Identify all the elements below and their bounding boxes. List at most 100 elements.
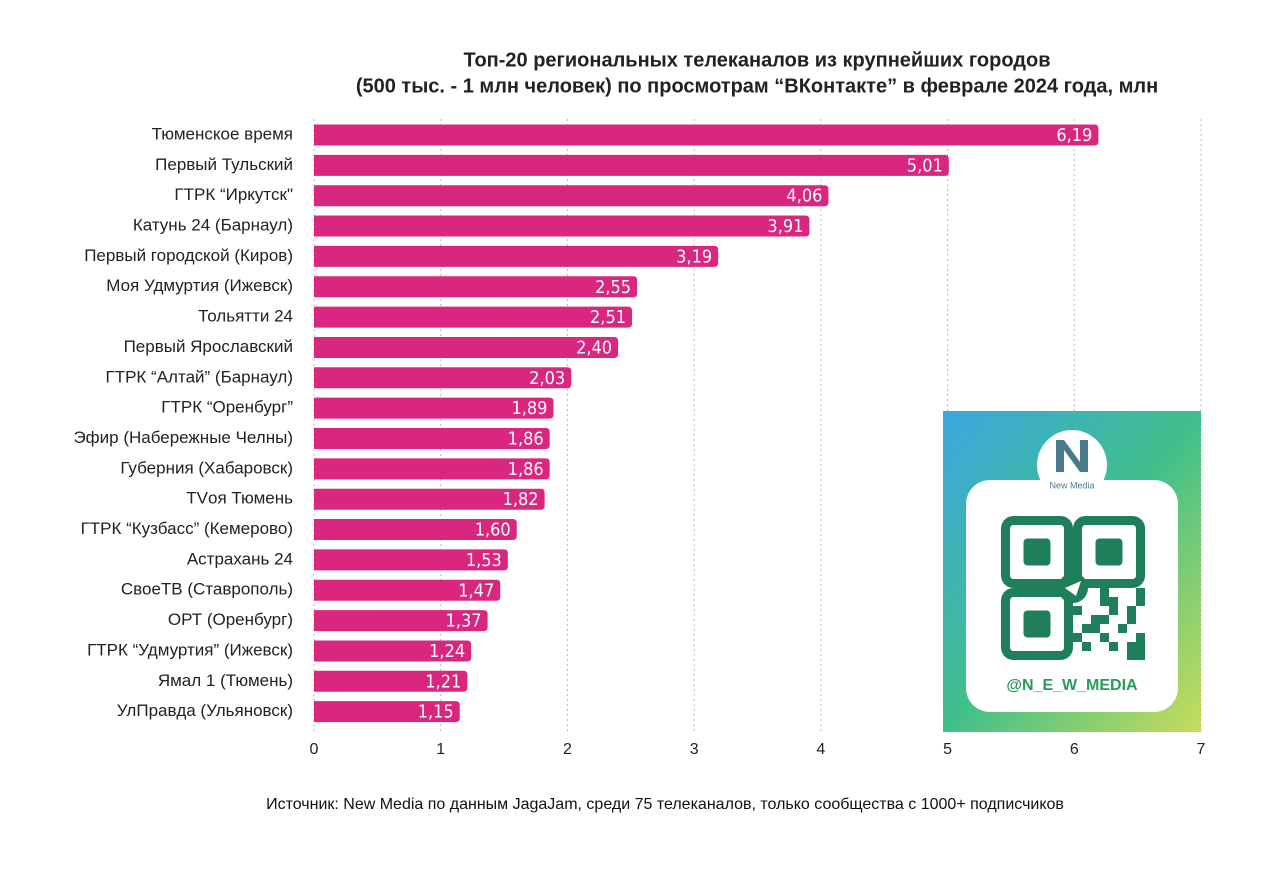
qr-module [1127, 651, 1136, 660]
bar [314, 579, 501, 601]
qr-module [1127, 642, 1136, 651]
y-tick-label: Ямал 1 (Тюмень) [158, 671, 293, 690]
bar [314, 488, 545, 510]
y-tick-label: Тюменское время [152, 124, 293, 143]
bar [314, 154, 949, 176]
y-tick-label: ГТРК “Иркутск" [174, 185, 293, 204]
value-label: 1,21 [425, 671, 461, 692]
qr-finder [1095, 538, 1123, 566]
qr-module [1100, 633, 1109, 642]
x-tick-label: 5 [943, 741, 952, 758]
bar [314, 306, 633, 328]
bar [314, 215, 810, 237]
y-tick-label: ГТРК “Кузбасс” (Кемерово) [81, 519, 293, 538]
bar [314, 245, 719, 267]
qr-module [1118, 624, 1127, 633]
qr-module [1136, 588, 1145, 597]
bar [314, 397, 554, 419]
qr-module [1109, 606, 1118, 615]
chart-title: Топ-20 региональных телеканалов из крупн… [463, 49, 1050, 71]
qr-module [1073, 606, 1082, 615]
value-label: 2,40 [576, 337, 612, 358]
x-tick-label: 2 [563, 741, 572, 758]
qr-module [1109, 642, 1118, 651]
y-tick-label: ГТРК “Алтай” (Барнаул) [106, 367, 294, 386]
qr-finder [1001, 516, 1073, 588]
x-tick-label: 7 [1197, 741, 1206, 758]
qr-module [1136, 633, 1145, 642]
y-tick-label: ГТРК “Удмуртия” (Ижевск) [87, 640, 293, 659]
value-label: 1,47 [458, 580, 494, 601]
y-tick-label: Моя Удмуртия (Ижевск) [106, 276, 293, 295]
value-label: 2,51 [590, 307, 626, 328]
qr-module [1136, 642, 1145, 651]
qr-module [1100, 588, 1109, 597]
value-label: 6,19 [1056, 125, 1092, 146]
bar [314, 670, 468, 692]
value-label: 1,86 [508, 459, 544, 480]
bar [314, 185, 829, 207]
qr-module [1127, 615, 1136, 624]
bar [314, 701, 460, 723]
bar [314, 640, 472, 662]
bar [314, 336, 619, 358]
qr-finder [1023, 538, 1051, 566]
qr-module [1082, 642, 1091, 651]
bar [314, 549, 508, 571]
value-label: 2,55 [595, 277, 631, 298]
y-tick-label: Катунь 24 (Барнаул) [133, 216, 293, 235]
qr-module [1100, 615, 1109, 624]
qr-logo [1065, 581, 1081, 596]
bar [314, 276, 638, 298]
handle: @N_E_W_MEDIA [1006, 677, 1138, 694]
bar [314, 458, 550, 480]
y-tick-label: Первый городской (Киров) [84, 246, 293, 265]
qr-module [1073, 633, 1082, 642]
bar [314, 124, 1099, 146]
qr-module [1091, 615, 1100, 624]
value-label: 1,89 [511, 398, 547, 419]
value-label: 3,19 [676, 246, 712, 267]
bar [314, 367, 572, 389]
y-tick-label: Астрахань 24 [187, 549, 293, 568]
y-tick-label: СвоеТВ (Ставрополь) [121, 580, 293, 599]
value-label: 1,82 [503, 489, 539, 510]
x-tick-label: 4 [816, 741, 825, 758]
value-label: 3,91 [767, 216, 803, 237]
qr-module [1127, 606, 1136, 615]
qr-finder [1023, 610, 1051, 638]
value-label: 5,01 [907, 155, 943, 176]
qr-finder [1073, 516, 1145, 588]
x-tick-label: 0 [310, 741, 319, 758]
bar [314, 428, 550, 449]
y-tick-label: УлПравда (Ульяновск) [117, 701, 293, 720]
x-tick-label: 1 [436, 741, 445, 758]
qr-module [1136, 597, 1145, 606]
value-label: 4,06 [786, 186, 822, 207]
x-tick-label: 3 [690, 741, 699, 758]
qr-panel: New Media @N_E_W_MEDIA [943, 411, 1201, 732]
chart-title: (500 тыс. - 1 млн человек) по просмотрам… [356, 75, 1158, 97]
qr-module [1100, 597, 1109, 606]
value-label: 1,15 [418, 702, 454, 723]
y-tick-label: Первый Тульский [155, 155, 293, 174]
value-label: 1,60 [475, 520, 511, 541]
bar [314, 519, 517, 541]
qr-module [1082, 624, 1091, 633]
qr-module [1109, 597, 1118, 606]
y-tick-label: ГТРК “Оренбург” [161, 398, 293, 417]
y-tick-label: Эфир (Набережные Челны) [73, 428, 293, 447]
bar [314, 610, 488, 632]
y-tick-label: Первый Ярославский [124, 337, 293, 356]
x-tick-label: 6 [1070, 741, 1079, 758]
value-label: 1,37 [446, 611, 482, 632]
value-label: 1,53 [466, 550, 502, 571]
value-label: 2,03 [529, 368, 565, 389]
y-tick-label: TVоя Тюмень [186, 489, 293, 508]
value-label: 1,24 [429, 641, 465, 662]
y-tick-label: Губерния (Хабаровск) [120, 458, 293, 477]
source-note: Источник: New Media по данным JagaJam, с… [266, 796, 1064, 813]
y-tick-label: Тольятти 24 [198, 307, 293, 326]
y-tick-label: ОРТ (Оренбург) [168, 610, 293, 629]
